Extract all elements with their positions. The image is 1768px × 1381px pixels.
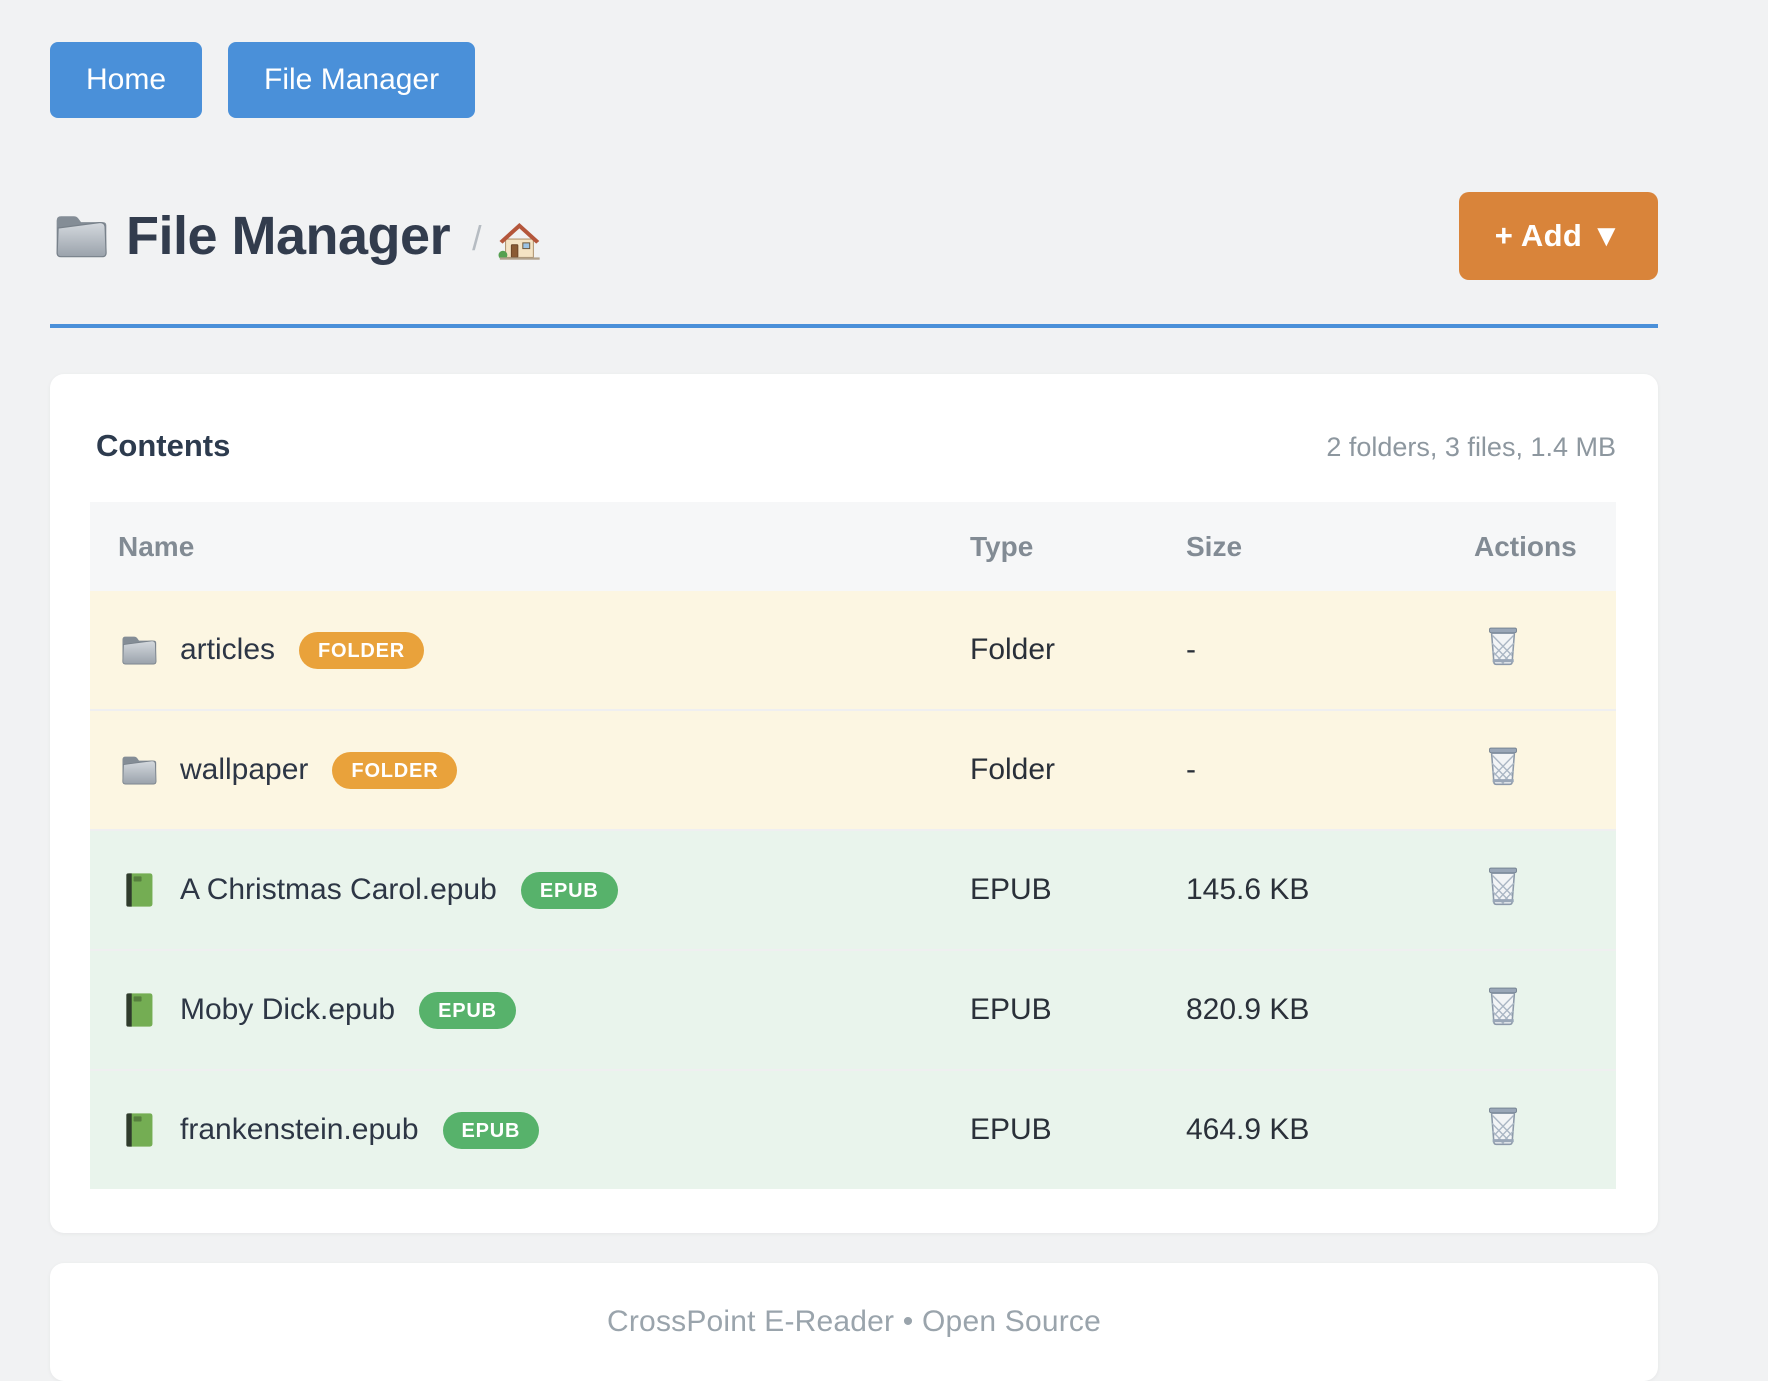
file-type: EPUB [970, 1113, 1052, 1146]
book-icon [126, 873, 153, 907]
page-header: File Manager / + Add ▼ [50, 192, 1658, 280]
type-badge: FOLDER [332, 751, 458, 789]
file-type: EPUB [970, 873, 1052, 906]
book-icon [126, 993, 153, 1027]
card-header: Contents 2 folders, 3 files, 1.4 MB [90, 414, 1616, 464]
file-size: 820.9 KB [1186, 993, 1310, 1026]
nav-home-button[interactable]: Home [50, 42, 203, 118]
column-header-name: Name [90, 502, 970, 591]
table-row[interactable]: wallpaper FOLDER Folder - [90, 710, 1616, 830]
title-area: File Manager / [50, 205, 542, 267]
delete-button[interactable] [1474, 1105, 1522, 1147]
contents-summary: 2 folders, 3 files, 1.4 MB [1326, 432, 1616, 462]
page: Home File Manager File Manager / + Add ▼… [50, 42, 1658, 1381]
file-name[interactable]: articles [180, 633, 276, 666]
delete-button[interactable] [1474, 865, 1522, 907]
file-size: - [1186, 633, 1196, 666]
file-name[interactable]: A Christmas Carol.epub [180, 873, 497, 906]
delete-button[interactable] [1474, 745, 1522, 787]
column-header-size: Size [1186, 502, 1474, 591]
file-type: EPUB [970, 993, 1052, 1026]
trash-icon [1488, 1107, 1518, 1146]
table-row[interactable]: Moby Dick.epub EPUB EPUB 820.9 KB [90, 950, 1616, 1070]
card-title: Contents [96, 428, 231, 463]
table-row[interactable]: A Christmas Carol.epub EPUB EPUB 145.6 K… [90, 830, 1616, 950]
delete-button[interactable] [1474, 985, 1522, 1027]
file-type: Folder [970, 753, 1056, 786]
header-divider [50, 324, 1658, 328]
trash-icon [1488, 627, 1518, 666]
footer: CrossPoint E-Reader • Open Source [50, 1263, 1658, 1381]
table-header-row: Name Type Size Actions [90, 502, 1616, 591]
column-header-type: Type [970, 502, 1186, 591]
breadcrumb-home-link[interactable] [496, 218, 542, 262]
page-title: File Manager [126, 206, 451, 266]
file-name[interactable]: wallpaper [180, 753, 309, 786]
file-size: - [1186, 753, 1196, 786]
file-name[interactable]: Moby Dick.epub [180, 993, 396, 1026]
folder-icon [56, 215, 107, 258]
type-badge: EPUB [419, 991, 516, 1029]
type-badge: EPUB [442, 1111, 540, 1149]
file-name[interactable]: frankenstein.epub [180, 1113, 419, 1146]
file-size: 145.6 KB [1186, 873, 1310, 906]
delete-button[interactable] [1474, 625, 1522, 667]
folder-icon [122, 636, 157, 665]
column-header-actions: Actions [1474, 502, 1616, 591]
contents-card: Contents 2 folders, 3 files, 1.4 MB Name… [50, 374, 1658, 1233]
trash-icon [1488, 987, 1518, 1026]
home-icon [497, 222, 541, 261]
file-type: Folder [970, 633, 1056, 666]
top-nav: Home File Manager [50, 42, 1658, 118]
table-row[interactable]: articles FOLDER Folder - [90, 591, 1616, 710]
table-row[interactable]: frankenstein.epub EPUB EPUB 464.9 KB [90, 1070, 1616, 1189]
book-icon [126, 1113, 153, 1147]
file-table: Name Type Size Actions articles FOLDER F… [90, 502, 1616, 1189]
trash-icon [1488, 867, 1518, 906]
type-badge: FOLDER [299, 631, 425, 669]
folder-icon [122, 756, 157, 785]
nav-file-manager-button[interactable]: File Manager [228, 42, 476, 118]
type-badge: EPUB [520, 871, 618, 909]
file-size: 464.9 KB [1186, 1113, 1310, 1146]
breadcrumb-separator: / [472, 219, 482, 258]
add-button[interactable]: + Add ▼ [1458, 192, 1658, 280]
footer-text: CrossPoint E-Reader • Open Source [607, 1305, 1101, 1338]
trash-icon [1488, 747, 1518, 786]
table-body: articles FOLDER Folder - wallpaper FOLDE… [90, 591, 1616, 1189]
